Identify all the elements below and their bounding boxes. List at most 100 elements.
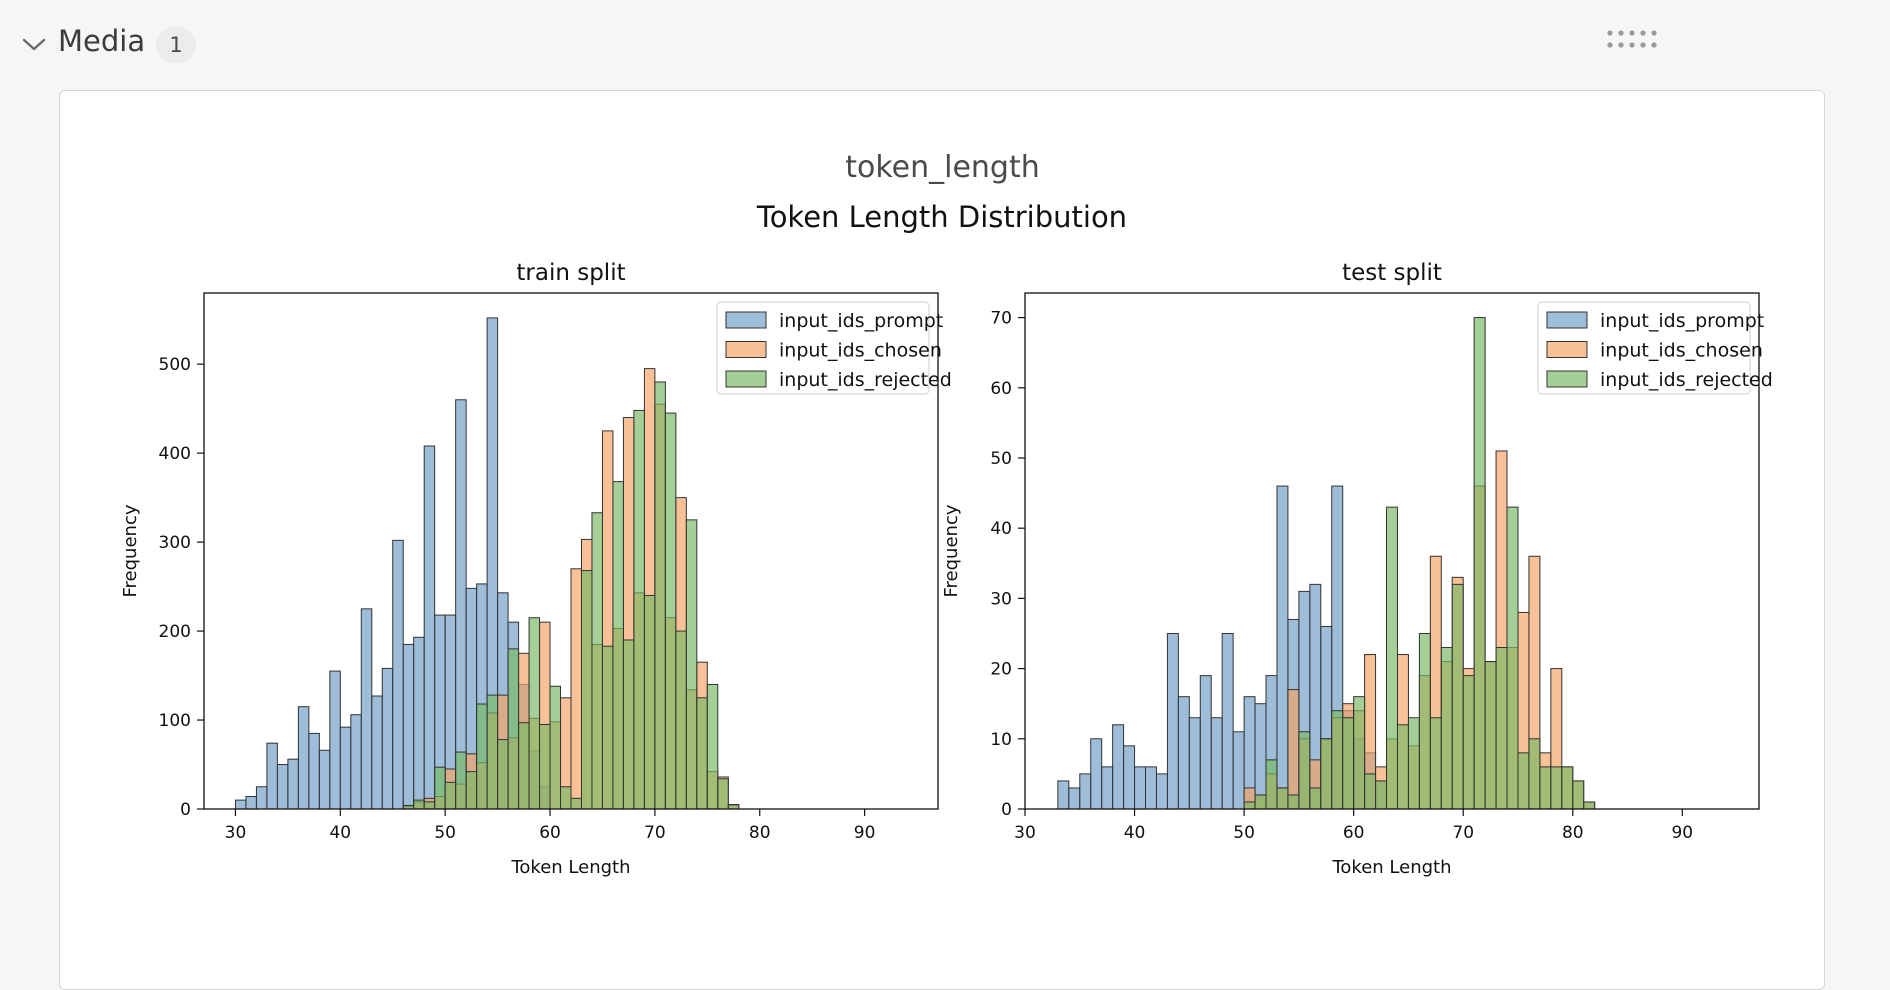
bar-input_ids_rejected-29: [706, 683, 719, 810]
bar-input_ids_rejected-13: [1386, 506, 1398, 810]
bar-input_ids_prompt-6: [1123, 745, 1136, 810]
bar-input_ids_rejected-4: [1287, 794, 1300, 810]
bar-input_ids_rejected-15: [1407, 717, 1420, 810]
bar-input_ids_chosen-16: [570, 568, 582, 810]
bar-input_ids_rejected-11: [518, 722, 530, 810]
bar-input_ids_rejected-25: [1517, 752, 1530, 810]
bar-input_ids_prompt-20: [1276, 485, 1289, 810]
bar-input_ids_prompt-7: [308, 732, 320, 810]
x-tick-label-70: 70: [644, 823, 666, 843]
bar-input_ids_prompt-8: [318, 749, 331, 810]
bar-input_ids_rejected-24: [1506, 506, 1519, 810]
y-axis-label: Frequency: [941, 504, 962, 597]
x-tick-label-80: 80: [749, 823, 771, 843]
bar-input_ids_rejected-30: [1572, 780, 1585, 810]
legend-swatch-input_ids_rejected: [1546, 370, 1588, 388]
y-tick-label-0: 0: [1001, 800, 1012, 820]
y-tick-label-40: 40: [990, 519, 1012, 539]
y-tick-label-10: 10: [990, 730, 1012, 750]
bar-input_ids_rejected-2: [1265, 759, 1278, 810]
bar-input_ids_rejected-28: [1550, 766, 1563, 810]
bar-input_ids_prompt-1: [1068, 787, 1081, 810]
bar-input_ids_prompt-10: [339, 726, 352, 810]
bar-input_ids_rejected-10: [1353, 696, 1366, 810]
legend-swatch-input_ids_rejected: [725, 370, 767, 388]
bar-input_ids_prompt-3: [1090, 738, 1103, 810]
bar-input_ids_prompt-10: [1166, 632, 1179, 810]
legend-entry-input_ids_chosen: input_ids_chosen: [779, 340, 942, 362]
bar-input_ids_prompt-7: [1134, 766, 1147, 810]
section-title[interactable]: Media: [58, 24, 146, 58]
bar-input_ids_prompt-16: [402, 643, 415, 810]
bar-input_ids_rejected-22: [1484, 661, 1497, 810]
bar-input_ids_prompt-4: [1101, 766, 1114, 810]
bar-input_ids_rejected-3: [434, 766, 446, 810]
bar-input_ids_prompt-14: [381, 667, 394, 810]
bar-input_ids_rejected-25: [664, 412, 677, 810]
bar-input_ids_rejected-1: [1254, 794, 1267, 810]
bar-input_ids_rejected-28: [696, 697, 708, 810]
bar-input_ids_rejected-5: [1298, 731, 1311, 810]
subplot-title: test split: [1342, 260, 1442, 286]
x-tick-label-40: 40: [1124, 823, 1146, 843]
x-tick-label-90: 90: [1671, 823, 1693, 843]
bar-input_ids_rejected-12: [528, 617, 541, 810]
bar-input_ids_rejected-3: [1276, 787, 1289, 810]
bar-input_ids_prompt-1: [245, 796, 257, 810]
chevron-down-icon[interactable]: [20, 30, 48, 58]
bar-input_ids_rejected-7: [476, 703, 488, 810]
bar-input_ids_rejected-19: [601, 645, 614, 810]
legend-box: [1537, 301, 1751, 395]
x-axis-label: Token Length: [510, 857, 630, 878]
bar-input_ids_rejected-24: [654, 381, 666, 810]
y-tick-label-30: 30: [990, 589, 1012, 609]
bar-input_ids_prompt-4: [276, 764, 289, 810]
legend-entry-input_ids_chosen: input_ids_chosen: [1600, 340, 1763, 362]
bar-input_ids_prompt-0: [234, 799, 247, 810]
bar-input_ids_prompt-5: [287, 758, 299, 810]
bar-input_ids_rejected-2: [423, 801, 436, 810]
bar-input_ids_prompt-13: [1199, 675, 1212, 810]
bar-input_ids_prompt-2: [255, 786, 268, 810]
x-tick-label-70: 70: [1452, 823, 1474, 843]
x-tick-label-60: 60: [1343, 823, 1365, 843]
bar-input_ids_rejected-26: [675, 630, 687, 810]
bar-input_ids_rejected-12: [1375, 780, 1388, 810]
y-axis-label: Frequency: [120, 504, 141, 597]
bar-input_ids_rejected-11: [1364, 773, 1377, 810]
legend-entry-input_ids_prompt: input_ids_prompt: [1600, 310, 1764, 332]
bar-input_ids_prompt-9: [329, 670, 341, 810]
bar-input_ids_prompt-15: [1221, 632, 1234, 810]
y-tick-label-70: 70: [990, 309, 1012, 329]
bar-input_ids_prompt-11: [1177, 696, 1190, 810]
token-length-figure: Token Length Distribution 30 40 50 60 70 80 90 0…: [120, 200, 1773, 878]
bar-input_ids_rejected-20: [1462, 675, 1475, 810]
bar-input_ids_rejected-21: [622, 639, 635, 810]
bar-input_ids_rejected-27: [1539, 766, 1552, 810]
bar-input_ids_rejected-0: [1243, 801, 1256, 810]
y-tick-label-60: 60: [990, 379, 1012, 399]
drag-handle-icon[interactable]: [1606, 28, 1658, 52]
bar-input_ids_rejected-4: [444, 781, 457, 810]
bar-input_ids_rejected-30: [717, 778, 729, 810]
x-tick-label-30: 30: [1014, 823, 1036, 843]
legend-swatch-input_ids_chosen: [1546, 341, 1588, 358]
bar-input_ids_rejected-18: [1440, 647, 1453, 810]
bar-input_ids_rejected-26: [1528, 738, 1541, 810]
bar-input_ids_rejected-17: [580, 570, 593, 810]
bar-input_ids_rejected-8: [1331, 710, 1344, 810]
y-tick-label-500: 500: [159, 355, 191, 375]
bar-input_ids_rejected-16: [1418, 632, 1431, 810]
y-tick-label-20: 20: [990, 660, 1012, 680]
bar-input_ids_prompt-5: [1112, 724, 1125, 810]
bar-input_ids_prompt-12: [1188, 717, 1201, 810]
subplot-2: 30 40 50 60 70 80 90 0 10 20 30 40 50 60 70 test split T…: [941, 260, 1773, 878]
bar-input_ids_rejected-31: [727, 804, 740, 810]
bar-input_ids_prompt-16: [1232, 731, 1245, 810]
bar-input_ids_prompt-15: [392, 539, 404, 810]
legend-entry-input_ids_rejected: input_ids_rejected: [1600, 369, 1773, 391]
bar-input_ids_rejected-15: [560, 786, 572, 810]
series-input_ids_rejected: [1243, 317, 1596, 810]
bar-input_ids_rejected-23: [643, 594, 656, 810]
bar-input_ids_rejected-18: [591, 512, 603, 810]
